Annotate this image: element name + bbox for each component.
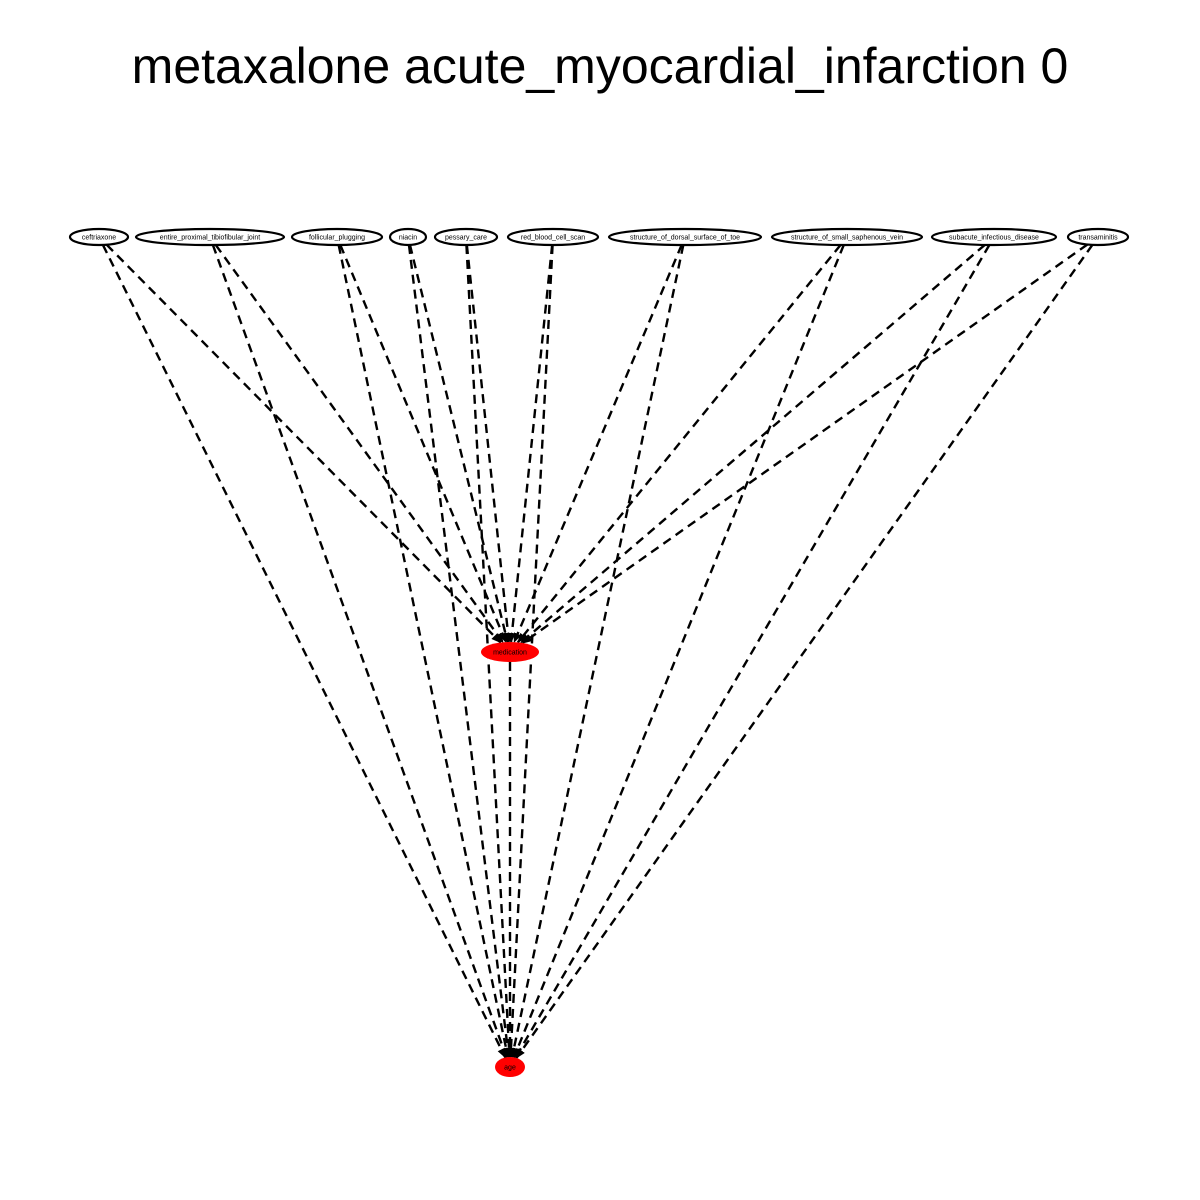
node-label-medication: medication (493, 650, 527, 657)
node-shape-follicular_plugging (290, 227, 384, 247)
nodes-layer: ceftriaxone entire_proximal_tibiofibular_… (68, 227, 1130, 1077)
edge-transaminitis-to-medication (521, 243, 1089, 644)
node-label-structure_of_dorsal_surface_of_toe: structure_of_dorsal_surface_of_toe (630, 235, 740, 242)
node-shape-structure_of_small_saphenous_vein (770, 227, 924, 247)
node-shape-entire_proximal_tibiofibular_joint (134, 227, 286, 247)
node-structure_of_dorsal_surface_of_toe: structure_of_dorsal_surface_of_toe (607, 227, 763, 247)
edge-structure_of_small_saphenous_vein-to-medication (516, 244, 842, 644)
edge-subacute_infectious_disease-to-age (514, 244, 991, 1059)
edge-ceftriaxone-to-age (101, 244, 507, 1059)
edge-red_blood_cell_scan-to-medication (507, 244, 554, 644)
node-shape-subacute_infectious_disease (930, 227, 1058, 247)
node-follicular_plugging: follicular_plugging (290, 227, 384, 247)
node-shape-pessary_care (433, 227, 499, 247)
node-label-age: age (504, 1065, 516, 1072)
edge-transaminitis-to-age (515, 244, 1094, 1059)
node-shape-medication (481, 642, 539, 662)
node-subacute_infectious_disease: subacute_infectious_disease (930, 227, 1058, 247)
edge-structure_of_dorsal_surface_of_toe-to-age (510, 244, 685, 1059)
node-medication: medication (481, 642, 539, 662)
node-label-entire_proximal_tibiofibular_joint: entire_proximal_tibiofibular_joint (160, 235, 260, 242)
node-shape-red_blood_cell_scan (506, 227, 600, 247)
node-ceftriaxone: ceftriaxone (68, 227, 130, 247)
node-label-pessary_care: pessary_care (445, 235, 487, 242)
node-shape-transaminitis (1066, 227, 1130, 247)
edge-follicular_plugging-to-medication (339, 244, 507, 644)
edge-entire_proximal_tibiofibular_joint-to-medication (214, 244, 504, 644)
edge-niacin-to-age (407, 244, 512, 1059)
diagram-title: metaxalone acute_myocardial_infarction 0 (131, 38, 1069, 94)
edge-ceftriaxone-to-medication (105, 243, 502, 644)
node-label-red_blood_cell_scan: red_blood_cell_scan (521, 235, 585, 242)
node-label-ceftriaxone: ceftriaxone (82, 235, 116, 242)
edge-niacin-to-medication (408, 244, 510, 644)
node-entire_proximal_tibiofibular_joint: entire_proximal_tibiofibular_joint (134, 227, 286, 247)
node-label-structure_of_small_saphenous_vein: structure_of_small_saphenous_vein (791, 235, 903, 242)
node-label-follicular_plugging: follicular_plugging (309, 235, 365, 242)
edge-pessary_care-to-medication (465, 244, 512, 644)
node-shape-age (495, 1057, 525, 1077)
node-age: age (495, 1057, 525, 1077)
edges-layer (101, 243, 1094, 1059)
edge-subacute_infectious_disease-to-medication (520, 243, 986, 644)
node-shape-ceftriaxone (68, 227, 130, 247)
node-shape-structure_of_dorsal_surface_of_toe (607, 227, 763, 247)
node-label-subacute_infectious_disease: subacute_infectious_disease (949, 235, 1039, 242)
node-structure_of_small_saphenous_vein: structure_of_small_saphenous_vein (770, 227, 924, 247)
node-shape-niacin (388, 227, 428, 247)
edge-structure_of_small_saphenous_vein-to-age (512, 244, 845, 1059)
node-transaminitis: transaminitis (1066, 227, 1130, 247)
edge-structure_of_dorsal_surface_of_toe-to-medication (513, 244, 683, 644)
node-red_blood_cell_scan: red_blood_cell_scan (506, 227, 600, 247)
node-pessary_care: pessary_care (433, 227, 499, 247)
edge-follicular_plugging-to-age (337, 244, 511, 1059)
node-label-transaminitis: transaminitis (1078, 235, 1118, 242)
node-label-niacin: niacin (399, 235, 417, 242)
node-niacin: niacin (388, 227, 428, 247)
edge-entire_proximal_tibiofibular_joint-to-age (211, 244, 508, 1059)
